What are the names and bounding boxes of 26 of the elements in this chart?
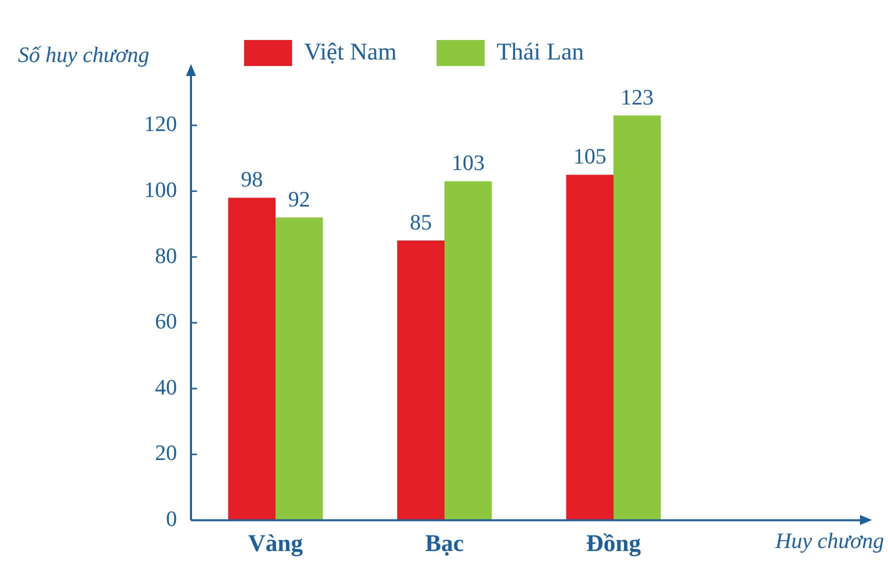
y-tick-label: 120	[144, 111, 177, 136]
data-label: 123	[620, 84, 654, 110]
data-label: 85	[410, 209, 432, 234]
y-tick-label: 0	[166, 506, 177, 531]
legend-label: Việt Nam	[304, 39, 397, 66]
y-tick-label: 20	[155, 440, 177, 466]
data-label: 92	[288, 186, 310, 212]
y-axis-title: Số huy chương	[18, 42, 150, 67]
bar	[397, 240, 444, 520]
x-tick-label: Vàng	[248, 530, 303, 557]
y-tick-label: 100	[144, 176, 177, 202]
bar	[444, 181, 492, 520]
bar	[228, 198, 276, 520]
x-axis-title: Huy chương	[774, 528, 884, 553]
data-label: 103	[452, 150, 485, 176]
data-label: 98	[240, 166, 263, 192]
y-tick-label: 60	[155, 308, 177, 334]
bar	[276, 217, 323, 520]
y-tick-label: 40	[155, 374, 177, 400]
bar	[566, 174, 614, 520]
x-tick-label: Bạc	[425, 530, 464, 557]
legend-label: Thái Lan	[496, 39, 584, 66]
data-label: 105	[573, 143, 606, 168]
bar	[614, 115, 661, 520]
y-tick-label: 80	[155, 242, 177, 268]
x-tick-label: Đồng	[586, 530, 641, 557]
